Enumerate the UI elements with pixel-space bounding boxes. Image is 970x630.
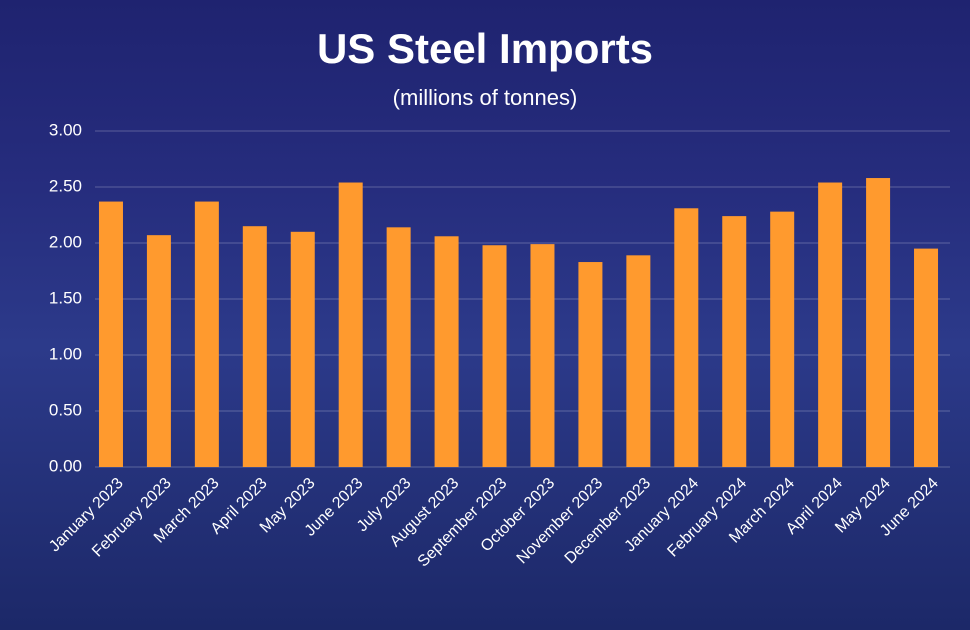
y-tick-label: 1.00: [49, 344, 82, 363]
bar: [338, 182, 363, 467]
bar: [626, 255, 651, 467]
y-tick-label: 1.50: [49, 288, 82, 307]
y-tick-label: 2.50: [49, 176, 82, 195]
bar: [434, 236, 459, 467]
bar: [530, 244, 555, 467]
bar: [146, 235, 171, 467]
y-tick-label: 0.50: [49, 400, 82, 419]
y-tick-label: 0.00: [49, 456, 82, 475]
chart-subtitle: (millions of tonnes): [393, 85, 578, 110]
bar: [770, 211, 795, 467]
bar: [482, 245, 507, 467]
chart-title: US Steel Imports: [317, 25, 653, 72]
bar: [290, 231, 315, 467]
y-tick-label: 2.00: [49, 232, 82, 251]
bar: [818, 182, 843, 467]
bar: [242, 226, 267, 467]
bar: [866, 178, 891, 468]
bar: [914, 248, 939, 467]
bar: [386, 227, 411, 467]
y-tick-label: 3.00: [49, 120, 82, 139]
bar: [674, 208, 699, 467]
bar: [194, 201, 219, 467]
bar: [722, 216, 747, 467]
bar: [98, 201, 123, 467]
bar: [578, 262, 603, 467]
